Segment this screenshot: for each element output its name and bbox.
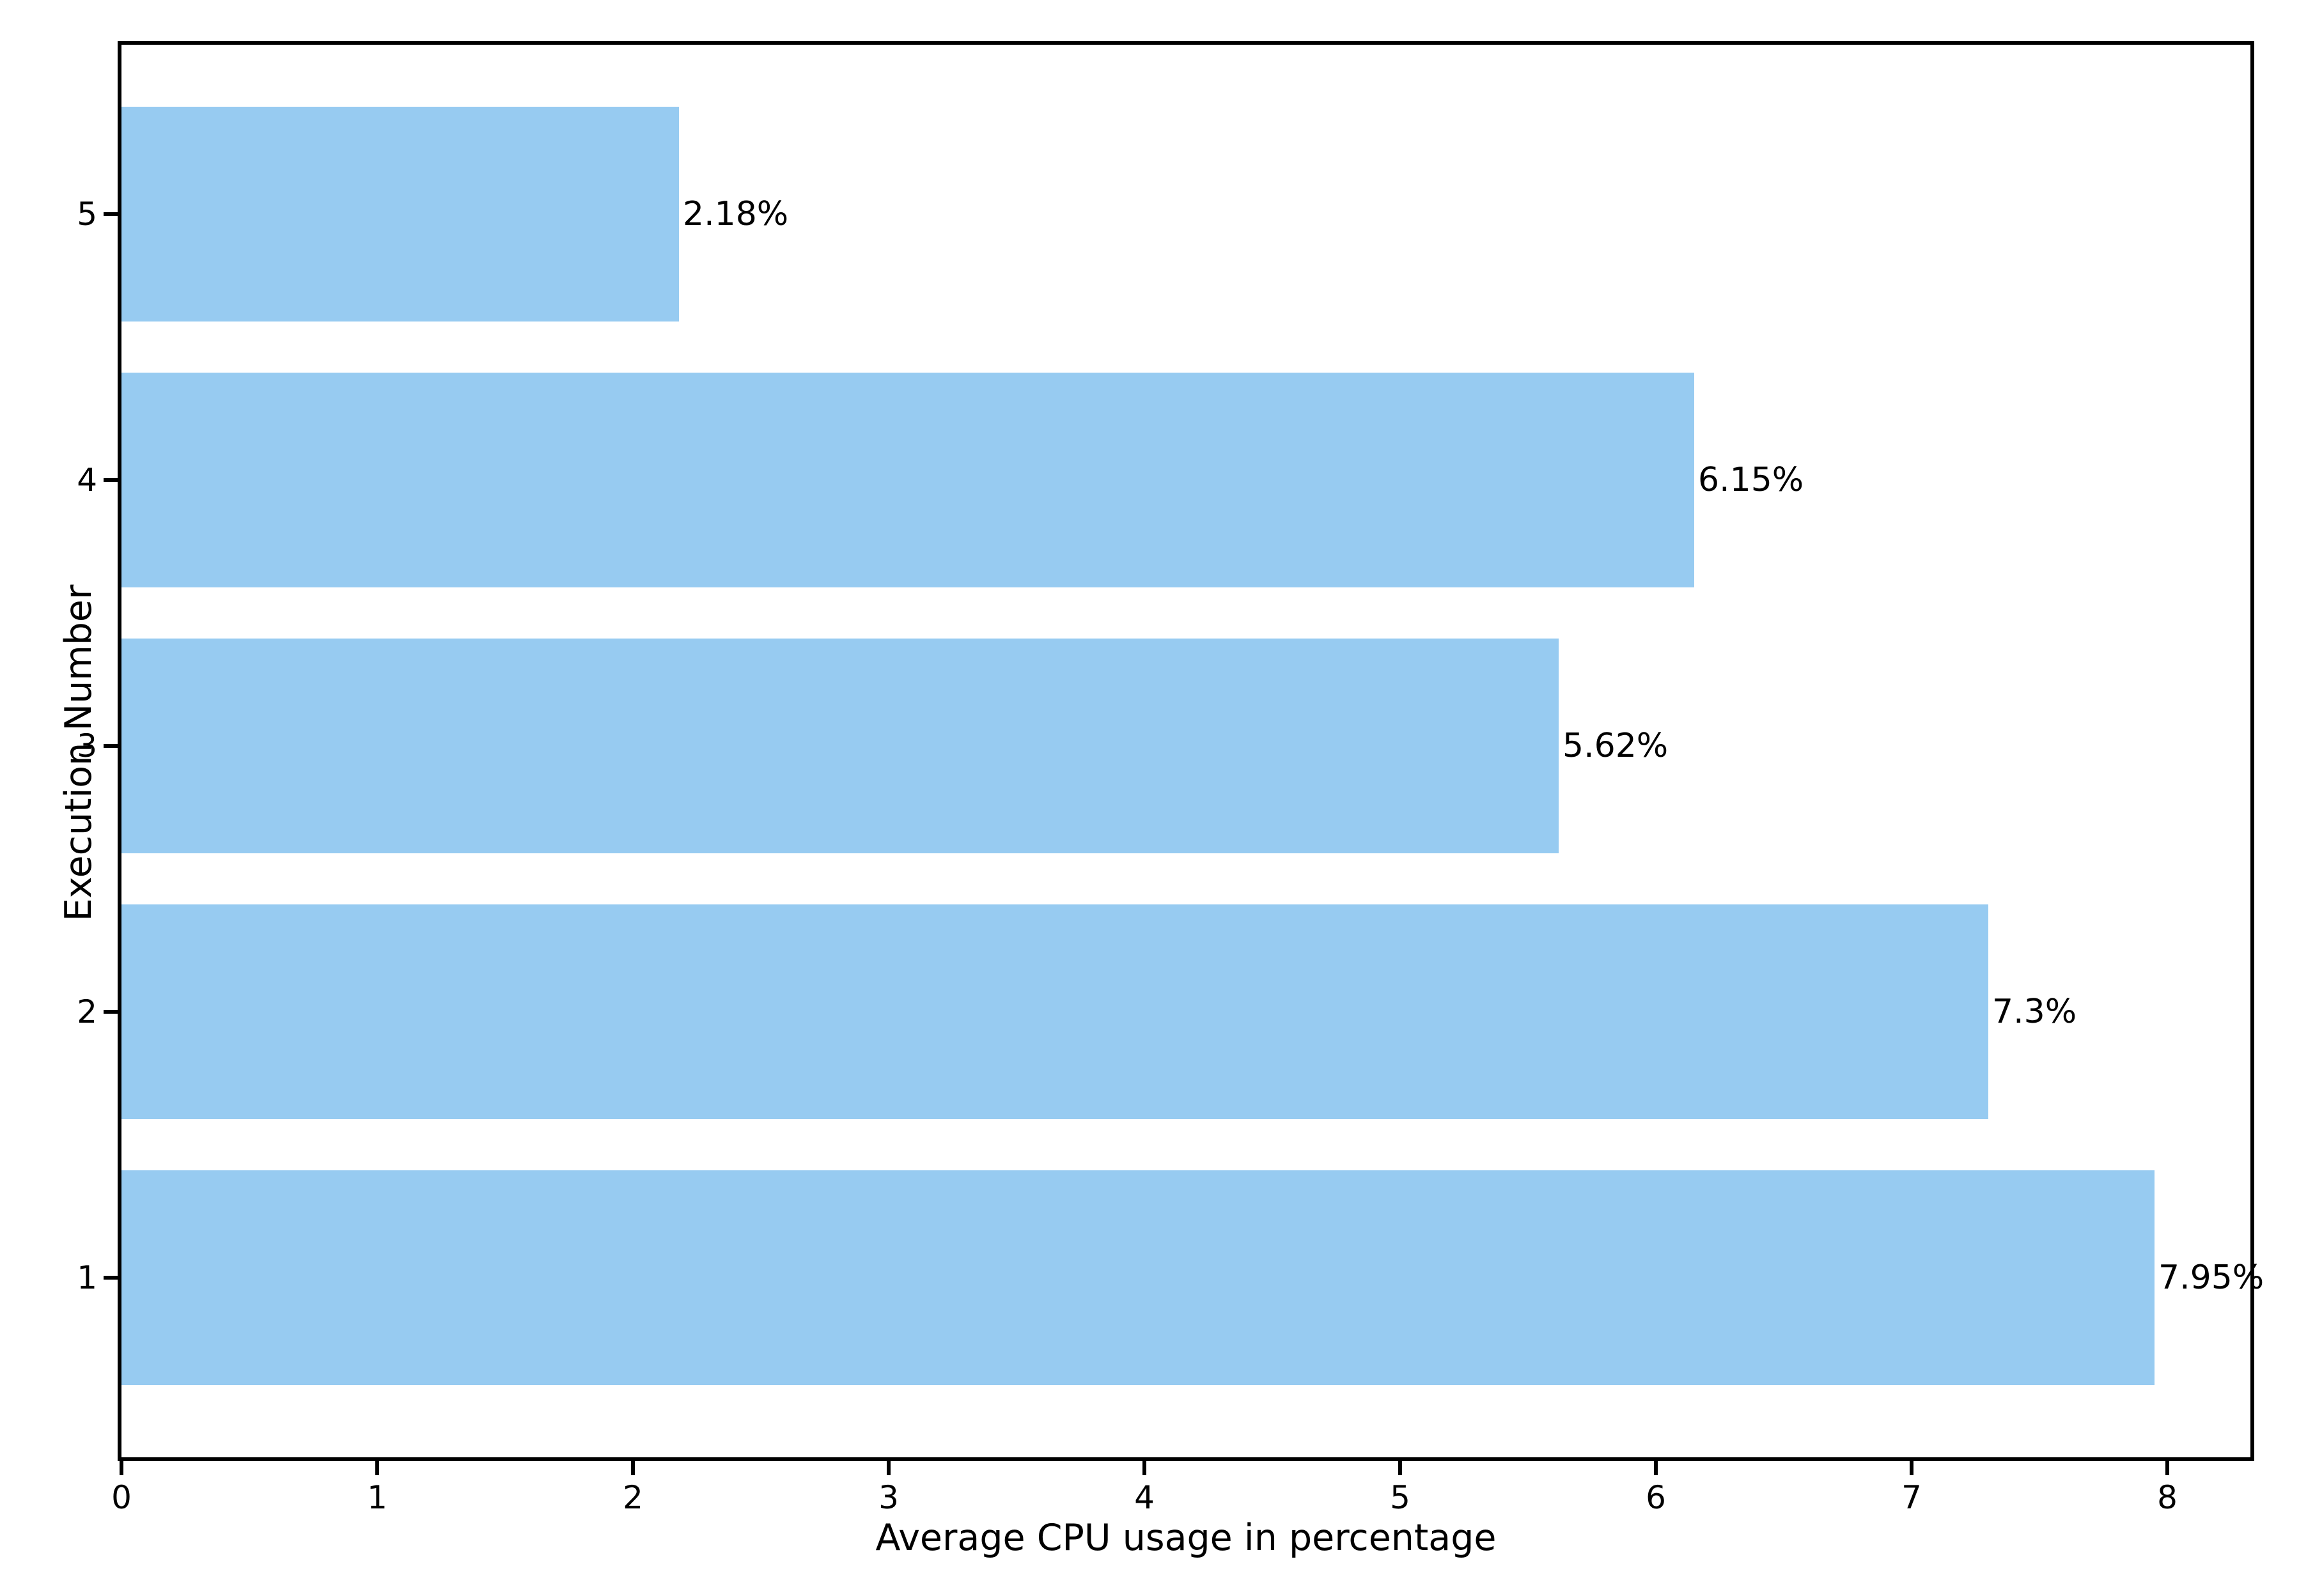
- y-tick-mark: [104, 1010, 118, 1014]
- bar-execution-1: [121, 1170, 2155, 1385]
- x-tick-label: 6: [1646, 1479, 1666, 1516]
- bar-value-label: 7.95%: [2158, 1259, 2264, 1297]
- x-tick-label: 2: [623, 1479, 643, 1516]
- bar-execution-5: [121, 107, 679, 322]
- x-tick-label: 1: [367, 1479, 387, 1516]
- y-tick-label: 5: [77, 196, 97, 233]
- y-axis-label: Execution Number: [57, 584, 100, 922]
- x-axis-label: Average CPU usage in percentage: [875, 1517, 1497, 1559]
- bar-value-label: 2.18%: [683, 195, 789, 233]
- x-tick-label: 3: [878, 1479, 899, 1516]
- y-tick-label: 2: [77, 993, 97, 1030]
- bar-value-label: 6.15%: [1698, 461, 1804, 499]
- y-tick-label: 4: [77, 461, 97, 499]
- y-tick-mark: [104, 744, 118, 748]
- bar-execution-4: [121, 373, 1694, 587]
- x-tick-label: 4: [1134, 1479, 1155, 1516]
- x-tick-mark: [120, 1461, 123, 1475]
- x-tick-label: 8: [2157, 1479, 2178, 1516]
- bar-value-label: 7.3%: [1992, 993, 2077, 1031]
- x-tick-label: 7: [1901, 1479, 1922, 1516]
- x-tick-mark: [887, 1461, 891, 1475]
- x-tick-mark: [375, 1461, 379, 1475]
- x-tick-mark: [1654, 1461, 1658, 1475]
- x-tick-mark: [2165, 1461, 2169, 1475]
- y-tick-label: 3: [77, 727, 97, 764]
- bar-execution-2: [121, 904, 1988, 1119]
- x-tick-label: 5: [1390, 1479, 1410, 1516]
- x-tick-mark: [1142, 1461, 1146, 1475]
- x-tick-label: 0: [111, 1479, 132, 1516]
- x-tick-mark: [1398, 1461, 1402, 1475]
- y-tick-label: 1: [77, 1259, 97, 1296]
- bar-execution-3: [121, 639, 1559, 853]
- y-tick-mark: [104, 1276, 118, 1280]
- y-tick-mark: [104, 478, 118, 482]
- bar-value-label: 5.62%: [1563, 727, 1669, 765]
- x-tick-mark: [631, 1461, 635, 1475]
- y-tick-mark: [104, 212, 118, 216]
- x-tick-mark: [1910, 1461, 1913, 1475]
